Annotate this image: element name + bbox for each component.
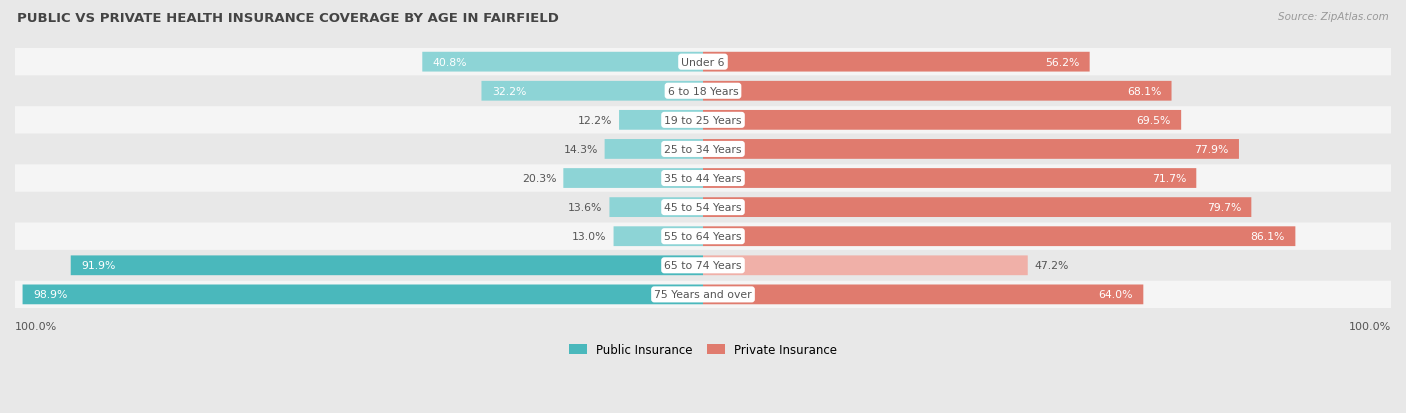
Text: 65 to 74 Years: 65 to 74 Years: [664, 261, 742, 271]
FancyBboxPatch shape: [613, 227, 703, 247]
FancyBboxPatch shape: [703, 52, 1090, 72]
FancyBboxPatch shape: [703, 285, 1143, 304]
Text: 91.9%: 91.9%: [82, 261, 115, 271]
FancyBboxPatch shape: [15, 136, 1391, 163]
Text: Source: ZipAtlas.com: Source: ZipAtlas.com: [1278, 12, 1389, 22]
FancyBboxPatch shape: [15, 281, 1391, 309]
Text: 98.9%: 98.9%: [32, 290, 67, 300]
FancyBboxPatch shape: [15, 194, 1391, 221]
FancyBboxPatch shape: [703, 169, 1197, 188]
FancyBboxPatch shape: [15, 107, 1391, 134]
FancyBboxPatch shape: [703, 256, 1028, 275]
FancyBboxPatch shape: [15, 165, 1391, 192]
Text: 56.2%: 56.2%: [1045, 57, 1080, 67]
Text: 32.2%: 32.2%: [492, 87, 526, 97]
Text: 55 to 64 Years: 55 to 64 Years: [664, 232, 742, 242]
FancyBboxPatch shape: [15, 223, 1391, 250]
FancyBboxPatch shape: [609, 198, 703, 218]
FancyBboxPatch shape: [703, 227, 1295, 247]
FancyBboxPatch shape: [15, 78, 1391, 105]
FancyBboxPatch shape: [703, 198, 1251, 218]
Text: 6 to 18 Years: 6 to 18 Years: [668, 87, 738, 97]
Text: 64.0%: 64.0%: [1098, 290, 1133, 300]
Text: 13.0%: 13.0%: [572, 232, 606, 242]
Text: 68.1%: 68.1%: [1126, 87, 1161, 97]
Text: 45 to 54 Years: 45 to 54 Years: [664, 203, 742, 213]
FancyBboxPatch shape: [703, 82, 1171, 102]
Text: 14.3%: 14.3%: [564, 145, 598, 154]
FancyBboxPatch shape: [564, 169, 703, 188]
Text: 75 Years and over: 75 Years and over: [654, 290, 752, 300]
FancyBboxPatch shape: [619, 111, 703, 131]
FancyBboxPatch shape: [70, 256, 703, 275]
Text: 100.0%: 100.0%: [15, 321, 58, 331]
Text: 40.8%: 40.8%: [433, 57, 467, 67]
FancyBboxPatch shape: [422, 52, 703, 72]
FancyBboxPatch shape: [605, 140, 703, 159]
FancyBboxPatch shape: [481, 82, 703, 102]
FancyBboxPatch shape: [22, 285, 703, 304]
Text: PUBLIC VS PRIVATE HEALTH INSURANCE COVERAGE BY AGE IN FAIRFIELD: PUBLIC VS PRIVATE HEALTH INSURANCE COVER…: [17, 12, 558, 25]
Text: 13.6%: 13.6%: [568, 203, 603, 213]
Text: Under 6: Under 6: [682, 57, 724, 67]
Text: 20.3%: 20.3%: [522, 173, 557, 184]
FancyBboxPatch shape: [15, 49, 1391, 76]
Text: 79.7%: 79.7%: [1206, 203, 1241, 213]
Legend: Public Insurance, Private Insurance: Public Insurance, Private Insurance: [564, 338, 842, 361]
FancyBboxPatch shape: [703, 111, 1181, 131]
Text: 100.0%: 100.0%: [1348, 321, 1391, 331]
Text: 86.1%: 86.1%: [1251, 232, 1285, 242]
Text: 35 to 44 Years: 35 to 44 Years: [664, 173, 742, 184]
Text: 12.2%: 12.2%: [578, 116, 612, 126]
FancyBboxPatch shape: [703, 140, 1239, 159]
Text: 25 to 34 Years: 25 to 34 Years: [664, 145, 742, 154]
FancyBboxPatch shape: [15, 252, 1391, 279]
Text: 71.7%: 71.7%: [1152, 173, 1187, 184]
Text: 77.9%: 77.9%: [1194, 145, 1229, 154]
Text: 47.2%: 47.2%: [1035, 261, 1069, 271]
Text: 19 to 25 Years: 19 to 25 Years: [664, 116, 742, 126]
Text: 69.5%: 69.5%: [1136, 116, 1171, 126]
